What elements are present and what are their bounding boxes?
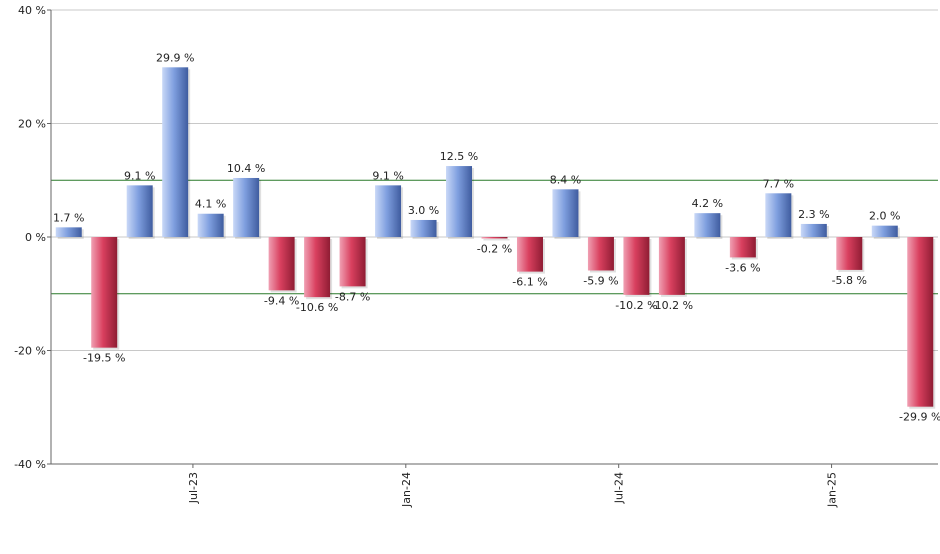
data-label: 9.1 % <box>372 169 403 182</box>
x-tick-label: Jul-23 <box>187 472 200 504</box>
data-label: 29.9 % <box>156 51 194 64</box>
data-label: -6.1 % <box>512 276 547 289</box>
data-label: 12.5 % <box>440 150 478 163</box>
data-labels: 1.7 % -19.5 % 9.1 % 29.9 % 4.1 % 10.4 % -9.4 %… <box>53 51 940 423</box>
x-tick-labels: Jul-23 Jan-24 Jul-24 Jan-25 <box>187 472 839 508</box>
data-label: 9.1 % <box>124 169 155 182</box>
data-label: 4.1 % <box>195 198 226 211</box>
data-label: -9.4 % <box>264 294 299 307</box>
bar <box>375 185 402 237</box>
data-label: -29.9 % <box>899 411 940 424</box>
x-tick-label: Jan-24 <box>400 472 413 508</box>
data-label: -10.6 % <box>296 301 338 314</box>
bar <box>623 237 650 295</box>
bar <box>800 223 827 237</box>
data-label: 2.0 % <box>869 210 900 223</box>
bar <box>446 166 473 237</box>
bar <box>410 219 437 237</box>
y-tick-label: 20 % <box>18 118 46 131</box>
bar <box>907 237 934 407</box>
bar <box>587 237 614 271</box>
y-tick-labels: 40 % 20 % 0 % -20 % -40 % <box>14 4 46 471</box>
bars <box>55 67 936 409</box>
data-label: 3.0 % <box>408 204 439 217</box>
bar <box>339 237 366 287</box>
y-tick-label: 40 % <box>18 4 46 17</box>
data-label: 4.2 % <box>692 197 723 210</box>
y-tick-label: -20 % <box>14 345 46 358</box>
axes <box>47 9 938 468</box>
data-label: -8.7 % <box>335 290 370 303</box>
reference-lines <box>51 179 938 295</box>
data-label: 8.4 % <box>550 173 581 186</box>
data-label: -10.2 % <box>651 299 693 312</box>
bar <box>694 213 721 237</box>
data-label: -19.5 % <box>83 352 125 365</box>
bar <box>481 237 508 239</box>
x-tick-label: Jan-25 <box>826 472 839 508</box>
bar <box>729 237 756 258</box>
y-tick-label: 0 % <box>25 231 46 244</box>
bar <box>836 237 863 270</box>
bar <box>871 225 898 237</box>
data-label: -5.9 % <box>583 274 618 287</box>
data-label: 1.7 % <box>53 211 84 224</box>
bar <box>91 237 118 348</box>
bar <box>516 237 543 272</box>
bar-shadow <box>483 239 510 241</box>
bar <box>658 237 685 295</box>
bar <box>304 237 331 298</box>
data-label: 7.7 % <box>763 177 794 190</box>
data-label: 2.3 % <box>798 208 829 221</box>
data-label: -3.6 % <box>725 261 760 274</box>
x-tick-label: Jul-24 <box>613 472 626 504</box>
data-label: 10.4 % <box>227 162 265 175</box>
bar <box>126 185 153 237</box>
bar <box>268 237 295 291</box>
bar <box>55 227 82 237</box>
bar <box>162 67 189 237</box>
bar <box>552 189 579 237</box>
data-label: -0.2 % <box>477 243 512 256</box>
data-label: -10.2 % <box>615 299 657 312</box>
bar <box>233 177 260 237</box>
y-tick-label: -40 % <box>14 458 46 471</box>
bar <box>765 193 792 237</box>
data-label: -5.8 % <box>832 274 867 287</box>
bar <box>197 213 224 237</box>
